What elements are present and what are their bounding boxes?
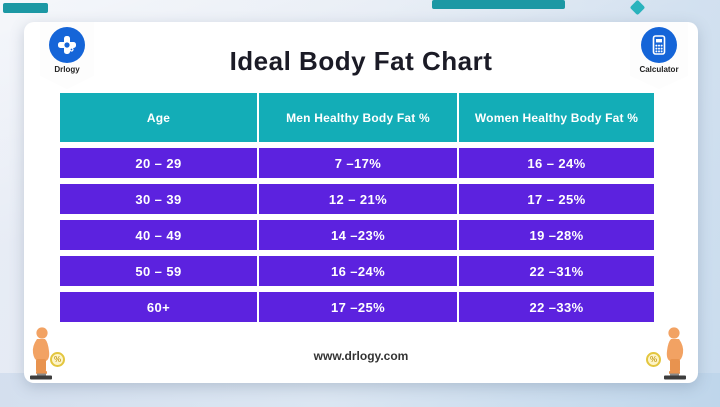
person-on-scale-icon (30, 327, 52, 380)
table-cell-men: 17 –25% (259, 292, 457, 322)
table-cell-women: 19 –28% (459, 220, 654, 250)
body-fat-table: Age Men Healthy Body Fat % Women Healthy… (60, 93, 654, 328)
drlogy-badge-label: Drlogy (54, 65, 80, 74)
table-cell-age: 20 – 29 (60, 148, 257, 178)
top-right-teal-strip (432, 0, 565, 9)
table-cell-age: 50 – 59 (60, 256, 257, 286)
person-on-scale-icon (664, 327, 686, 380)
page-title: Ideal Body Fat Chart (229, 46, 493, 76)
table-cell-women: 16 – 24% (459, 148, 654, 178)
table-row: 60+ 17 –25% 22 –33% (60, 292, 654, 322)
table-cell-age: 30 – 39 (60, 184, 257, 214)
calculator-badge: Calculator (630, 22, 688, 89)
header-men-body-fat: Men Healthy Body Fat % (259, 93, 457, 142)
drlogy-medical-cross-icon (49, 27, 85, 63)
table-cell-men: 7 –17% (259, 148, 457, 178)
calculator-icon (641, 27, 677, 63)
table-cell-age: 60+ (60, 292, 257, 322)
table-cell-age: 40 – 49 (60, 220, 257, 250)
table-cell-women: 22 –31% (459, 256, 654, 286)
teal-diamond-decoration (629, 0, 646, 16)
table-row: 40 – 49 14 –23% 19 –28% (60, 220, 654, 250)
table-header-row: Age Men Healthy Body Fat % Women Healthy… (60, 93, 654, 142)
percent-badge-icon: % (50, 352, 65, 367)
table-row: 30 – 39 12 – 21% 17 – 25% (60, 184, 654, 214)
table-row: 20 – 29 7 –17% 16 – 24% (60, 148, 654, 178)
percent-badge-icon: % (646, 352, 661, 367)
calculator-badge-label: Calculator (639, 65, 679, 74)
header-women-body-fat: Women Healthy Body Fat % (459, 93, 654, 142)
header-age: Age (60, 93, 257, 142)
table-cell-women: 17 – 25% (459, 184, 654, 214)
table-cell-men: 16 –24% (259, 256, 457, 286)
table-cell-men: 14 –23% (259, 220, 457, 250)
table-cell-women: 22 –33% (459, 292, 654, 322)
table-cell-men: 12 – 21% (259, 184, 457, 214)
table-row: 50 – 59 16 –24% 22 –31% (60, 256, 654, 286)
drlogy-brand-badge: Drlogy (40, 22, 94, 89)
website-url: www.drlogy.com (313, 349, 409, 363)
top-left-teal-strip (3, 3, 48, 13)
